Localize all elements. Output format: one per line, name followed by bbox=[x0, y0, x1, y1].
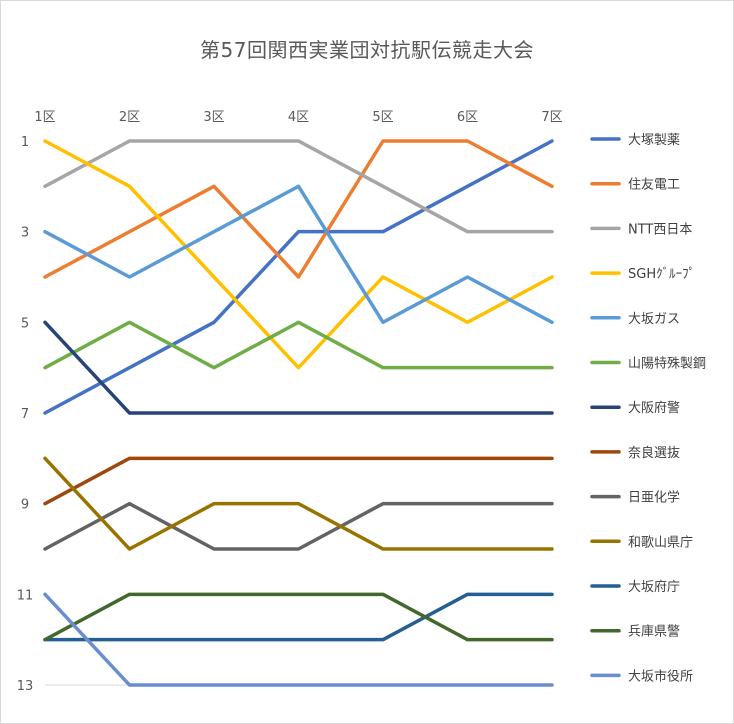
legend-label: 大坂ガス bbox=[628, 312, 680, 327]
x-tick-label: 4区 bbox=[288, 110, 309, 125]
series-line bbox=[43, 592, 554, 642]
legend-label: 大坂府庁 bbox=[628, 580, 680, 595]
series-line bbox=[43, 184, 554, 325]
legend-label: 大塚製薬 bbox=[628, 133, 680, 148]
y-tick-label: 9 bbox=[21, 498, 29, 513]
x-tick-label: 1区 bbox=[34, 110, 55, 125]
series-line bbox=[43, 592, 554, 687]
series-line bbox=[43, 456, 554, 551]
legend-label: 大阪府警 bbox=[628, 400, 680, 416]
series-line bbox=[43, 139, 554, 415]
legend-label: NTT西日本 bbox=[628, 222, 692, 237]
legend-label: 山陽特殊製鋼 bbox=[628, 357, 706, 372]
x-tick-label: 2区 bbox=[119, 110, 140, 125]
series-line bbox=[43, 456, 554, 506]
y-tick-label: 5 bbox=[21, 316, 29, 331]
y-tick-label: 1 bbox=[21, 135, 29, 150]
y-tick-label: 3 bbox=[21, 226, 29, 241]
legend-label: 大坂市役所 bbox=[628, 668, 693, 684]
series-line bbox=[43, 501, 554, 551]
series-line bbox=[43, 320, 554, 415]
series-layer bbox=[43, 139, 554, 687]
legend-label: SGHｸﾞﾙｰﾌﾟ bbox=[628, 267, 695, 282]
series-line bbox=[43, 320, 554, 370]
legend-label: 日亜化学 bbox=[628, 490, 680, 506]
y-tick-label: 7 bbox=[21, 407, 29, 422]
legend-label: 兵庫県警 bbox=[628, 624, 680, 640]
y-tick-label: 11 bbox=[17, 588, 34, 603]
series-line bbox=[43, 592, 554, 642]
x-tick-label: 7区 bbox=[541, 110, 562, 125]
x-tick-label: 6区 bbox=[457, 110, 478, 125]
x-tick-label: 3区 bbox=[203, 110, 224, 125]
series-line bbox=[43, 139, 554, 279]
y-tick-label: 13 bbox=[17, 679, 34, 694]
x-tick-label: 5区 bbox=[372, 110, 393, 125]
legend-label: 住友電工 bbox=[628, 177, 680, 193]
legend-label: 和歌山県庁 bbox=[628, 535, 693, 550]
legend-label: 奈良選抜 bbox=[628, 445, 680, 461]
series-line bbox=[43, 139, 554, 234]
chart-title: 第57回関西実業団対抗駅伝競走大会 bbox=[200, 38, 534, 62]
series-line bbox=[43, 139, 554, 370]
